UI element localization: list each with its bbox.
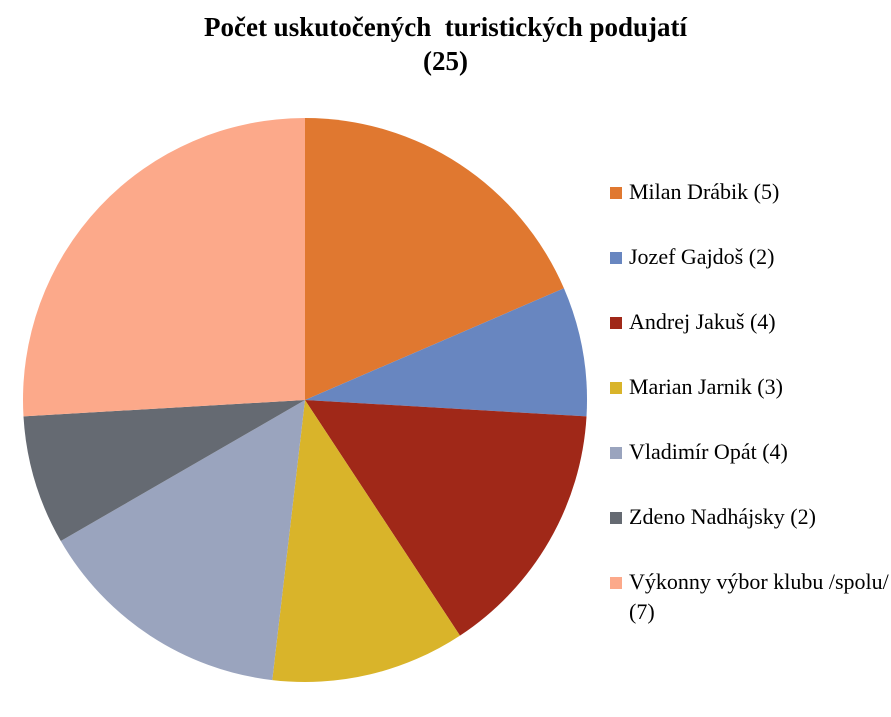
legend-entry: Jozef Gajdoš (2) <box>610 242 891 272</box>
legend-entry: Zdeno Nadhájsky (2) <box>610 502 891 532</box>
pie-slice <box>272 400 460 682</box>
legend-swatch <box>610 577 622 589</box>
legend-entry: Milan Drábik (5) <box>610 177 891 207</box>
legend-entry: Andrej Jakuš (4) <box>610 307 891 337</box>
chart-title: Počet uskutočených turistických podujatí <box>203 12 687 42</box>
legend-label: Milan Drábik (5) <box>629 179 780 204</box>
legend-label: Jozef Gajdoš (2) <box>629 244 775 269</box>
pie-slice <box>23 400 305 541</box>
legend-swatch <box>610 512 622 524</box>
legend-swatch <box>610 447 622 459</box>
chart-subtitle: (25) <box>423 46 468 76</box>
pie-slice <box>60 400 305 681</box>
legend-entry: Výkonny výbor klubu /spolu/ (7) <box>610 567 891 627</box>
pie-slice <box>305 400 587 636</box>
legend-swatch <box>610 382 622 394</box>
legend-label: Andrej Jakuš (4) <box>629 309 776 334</box>
pie-slice <box>22 118 305 417</box>
pie-slice <box>305 288 587 417</box>
legend-entry: Marian Jarnik (3) <box>610 372 891 402</box>
legend-label: Výkonny výbor klubu /spolu/ (7) <box>629 569 889 624</box>
legend-label: Marian Jarnik (3) <box>629 374 783 399</box>
legend-label: Vladimír Opát (4) <box>629 439 788 464</box>
legend-swatch <box>610 187 622 199</box>
legend-label: Zdeno Nadhájsky (2) <box>629 504 816 529</box>
legend-entry: Vladimír Opát (4) <box>610 437 891 467</box>
legend-swatch <box>610 252 622 264</box>
legend-swatch <box>610 317 622 329</box>
pie-slice <box>305 118 564 400</box>
